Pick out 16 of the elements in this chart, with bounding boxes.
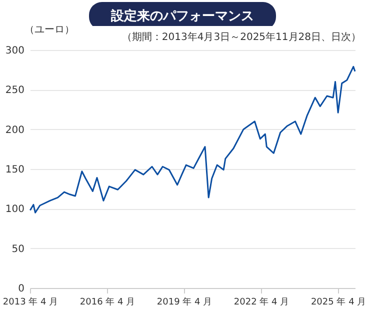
x-tick-label: 2025 年 4 月 xyxy=(310,296,365,308)
x-tick-label: 2019 年 4 月 xyxy=(156,296,212,308)
chart-title: 設定来のパフォーマンス xyxy=(89,2,276,30)
line-series xyxy=(29,66,356,214)
y-tick-label: 200 xyxy=(5,124,24,136)
y-tick-label: 250 xyxy=(5,85,24,96)
y-axis-title: （ユーロ） xyxy=(24,24,74,36)
text: （期間：2013年4月3日～2025年11月28日、日次） xyxy=(122,30,361,44)
y-tick-label: 50 xyxy=(12,244,24,255)
y-tick-label: 300 xyxy=(5,46,24,56)
x-tick-label: 2022 年 4 月 xyxy=(234,296,290,308)
x-tick-label: 2016 年 4 月 xyxy=(80,296,136,308)
x-tick-label: 2013 年 4 月 xyxy=(2,296,58,308)
y-tick-label: 100 xyxy=(5,204,24,216)
y-tick-label: 0 xyxy=(18,284,24,294)
y-tick-label: 150 xyxy=(5,164,24,176)
